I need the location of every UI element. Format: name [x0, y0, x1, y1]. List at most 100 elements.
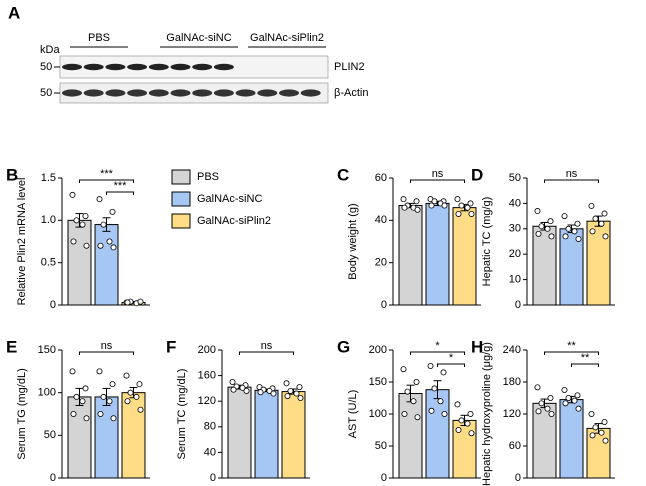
band [213, 63, 234, 71]
band [148, 63, 169, 71]
data-point [534, 384, 541, 391]
data-point [588, 410, 595, 417]
y-tick-label: 20 [509, 248, 521, 260]
data-point [401, 204, 408, 211]
data-point [83, 415, 90, 422]
data-point [428, 407, 435, 414]
data-point [97, 410, 104, 417]
data-point [458, 417, 465, 424]
y-axis-label: Relative Plin2 mRNA level [16, 178, 28, 306]
data-point [284, 393, 291, 400]
significance-bracket [437, 363, 465, 367]
data-point [293, 390, 300, 397]
significance-bracket [544, 351, 599, 355]
panel-label: B [6, 165, 18, 184]
data-point [83, 242, 90, 249]
data-point [468, 430, 475, 437]
data-point [136, 381, 143, 388]
marker-label: 50 [40, 87, 52, 99]
y-tick-label: 50 [44, 429, 56, 441]
data-point [574, 220, 581, 227]
significance-bracket [544, 179, 599, 183]
data-point [588, 202, 595, 209]
data-point [79, 221, 86, 228]
data-point [547, 218, 554, 225]
data-point [535, 230, 542, 237]
data-point [413, 198, 420, 205]
y-axis-label: AST (U/L) [347, 390, 359, 439]
data-point [73, 217, 80, 224]
y-tick-label: 0 [515, 299, 521, 311]
data-point [589, 228, 596, 235]
significance-label: ns [432, 168, 444, 180]
significance-bracket [79, 179, 134, 183]
y-tick-label: 120 [503, 408, 521, 420]
band [279, 89, 299, 97]
panel-label: H [471, 337, 483, 356]
y-tick-label: 0 [515, 472, 521, 484]
data-point [565, 394, 572, 401]
data-point [257, 389, 264, 396]
data-point [283, 380, 290, 387]
group-label: PBS [88, 32, 110, 44]
data-point [124, 398, 131, 405]
data-point [106, 398, 113, 405]
y-tick-label: 1.0 [41, 214, 56, 226]
data-point [601, 210, 608, 217]
data-point [410, 398, 417, 405]
data-point [441, 202, 448, 209]
legend-swatch [171, 169, 191, 185]
data-point [239, 384, 246, 391]
significance-bracket [79, 351, 134, 355]
data-point [124, 299, 131, 306]
panel-label: D [471, 165, 483, 184]
data-point [592, 424, 599, 431]
data-point [562, 233, 569, 240]
data-point [404, 388, 411, 395]
data-point [468, 210, 475, 217]
y-tick-label: 40 [204, 446, 216, 458]
y-tick-label: 60 [509, 440, 521, 452]
band [170, 63, 191, 71]
data-point [601, 418, 608, 425]
data-point [287, 387, 294, 394]
data-point [137, 298, 144, 305]
y-tick-label: 0.5 [41, 257, 56, 269]
significance-label: * [435, 340, 440, 352]
data-point [69, 368, 76, 375]
data-point [133, 393, 140, 400]
data-point [589, 432, 596, 439]
y-tick-label: 0 [50, 472, 56, 484]
data-point [538, 400, 545, 407]
data-point [401, 410, 408, 417]
significance-label: ** [567, 340, 576, 352]
significance-bracket [410, 179, 465, 183]
data-point [123, 372, 130, 379]
band [257, 89, 278, 97]
y-tick-label: 10 [509, 274, 521, 286]
significance-label: *** [114, 180, 128, 192]
data-point [548, 233, 555, 240]
data-point [70, 410, 77, 417]
band [170, 89, 191, 97]
data-point [464, 420, 471, 427]
y-axis-label: Hepatic hydroxyproline (μg/g) [481, 342, 493, 486]
data-point [137, 406, 144, 413]
bar [67, 219, 92, 306]
data-point [464, 204, 471, 211]
band [83, 89, 104, 97]
data-point [270, 390, 277, 397]
legend-swatch [171, 213, 191, 229]
band [127, 89, 148, 97]
significance-label: ** [581, 352, 590, 364]
data-point [243, 387, 250, 394]
band [105, 89, 126, 97]
y-tick-label: 0 [381, 299, 387, 311]
data-point [565, 225, 572, 232]
data-point [296, 384, 303, 391]
band [213, 89, 234, 97]
data-point [562, 400, 569, 407]
y-tick-label: 1.5 [41, 172, 56, 184]
significance-bracket [410, 351, 465, 355]
data-point [571, 397, 578, 404]
